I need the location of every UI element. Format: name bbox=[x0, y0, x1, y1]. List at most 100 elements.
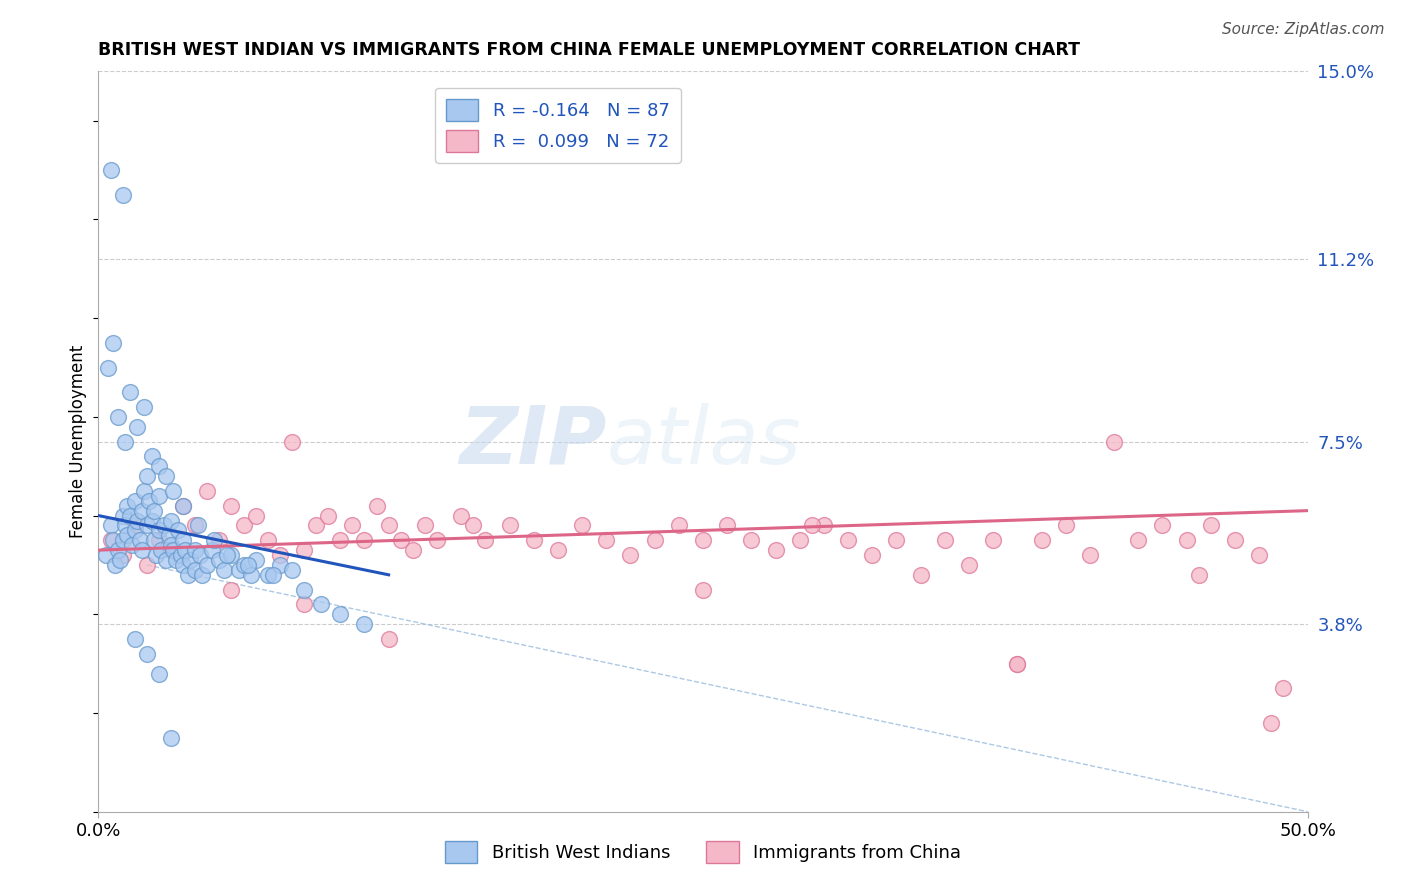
Point bbox=[547, 543, 569, 558]
Point bbox=[118, 385, 141, 400]
Point bbox=[155, 469, 177, 483]
Point bbox=[800, 518, 823, 533]
Point bbox=[114, 434, 136, 449]
Point bbox=[135, 469, 157, 483]
Point bbox=[239, 567, 262, 582]
Y-axis label: Female Unemployment: Female Unemployment bbox=[69, 345, 87, 538]
Point bbox=[1054, 518, 1077, 533]
Point bbox=[957, 558, 980, 572]
Point bbox=[162, 543, 184, 558]
Text: atlas: atlas bbox=[606, 402, 801, 481]
Point bbox=[256, 533, 278, 548]
Point bbox=[165, 553, 187, 567]
Point bbox=[292, 582, 315, 597]
Point bbox=[121, 538, 143, 552]
Point bbox=[145, 548, 167, 562]
Point bbox=[269, 548, 291, 562]
Point bbox=[148, 459, 170, 474]
Point bbox=[886, 533, 908, 548]
Point bbox=[215, 548, 238, 562]
Point bbox=[104, 558, 127, 572]
Point bbox=[124, 518, 146, 533]
Point bbox=[292, 543, 315, 558]
Point bbox=[124, 524, 146, 538]
Point bbox=[232, 518, 254, 533]
Point bbox=[1102, 434, 1125, 449]
Point bbox=[174, 543, 197, 558]
Text: Source: ZipAtlas.com: Source: ZipAtlas.com bbox=[1222, 22, 1385, 37]
Point bbox=[813, 518, 835, 533]
Point bbox=[155, 553, 177, 567]
Point bbox=[172, 533, 194, 548]
Point bbox=[498, 518, 520, 533]
Point bbox=[716, 518, 738, 533]
Point bbox=[1223, 533, 1246, 548]
Point bbox=[1128, 533, 1150, 548]
Point bbox=[221, 499, 243, 513]
Point bbox=[114, 518, 136, 533]
Point bbox=[124, 632, 146, 646]
Point bbox=[292, 598, 315, 612]
Point bbox=[523, 533, 546, 548]
Point bbox=[377, 632, 399, 646]
Point bbox=[172, 558, 194, 572]
Point bbox=[111, 187, 134, 202]
Point bbox=[1007, 657, 1029, 671]
Point bbox=[353, 617, 375, 632]
Point bbox=[107, 409, 129, 424]
Point bbox=[141, 450, 163, 464]
Point bbox=[1007, 657, 1029, 671]
Legend: British West Indians, Immigrants from China: British West Indians, Immigrants from Ch… bbox=[434, 830, 972, 874]
Point bbox=[204, 533, 226, 548]
Point bbox=[160, 538, 183, 552]
Point bbox=[143, 533, 166, 548]
Point bbox=[245, 508, 267, 523]
Point bbox=[668, 518, 690, 533]
Point bbox=[177, 567, 200, 582]
Point bbox=[94, 548, 117, 562]
Point bbox=[377, 518, 399, 533]
Point bbox=[329, 607, 352, 622]
Point bbox=[342, 518, 364, 533]
Point bbox=[97, 360, 120, 375]
Point bbox=[131, 503, 153, 517]
Point bbox=[208, 533, 231, 548]
Point bbox=[143, 503, 166, 517]
Point bbox=[644, 533, 666, 548]
Point bbox=[692, 582, 714, 597]
Point bbox=[100, 518, 122, 533]
Point bbox=[152, 518, 174, 533]
Point bbox=[150, 543, 173, 558]
Point bbox=[100, 163, 122, 178]
Point bbox=[100, 533, 122, 548]
Point bbox=[238, 558, 260, 572]
Point bbox=[281, 434, 304, 449]
Point bbox=[160, 543, 183, 558]
Point bbox=[117, 499, 139, 513]
Point bbox=[148, 533, 170, 548]
Point bbox=[256, 567, 278, 582]
Point bbox=[107, 543, 129, 558]
Point bbox=[167, 524, 190, 538]
Point bbox=[135, 647, 157, 661]
Point bbox=[172, 499, 194, 513]
Point bbox=[187, 518, 209, 533]
Point bbox=[124, 493, 146, 508]
Point bbox=[188, 548, 211, 562]
Point bbox=[135, 518, 157, 533]
Point bbox=[692, 533, 714, 548]
Point bbox=[134, 483, 156, 498]
Point bbox=[389, 533, 412, 548]
Point bbox=[111, 548, 134, 562]
Point bbox=[309, 598, 332, 612]
Legend: R = -0.164   N = 87, R =  0.099   N = 72: R = -0.164 N = 87, R = 0.099 N = 72 bbox=[436, 87, 681, 162]
Point bbox=[141, 514, 163, 528]
Point bbox=[184, 543, 207, 558]
Point bbox=[1188, 567, 1211, 582]
Point bbox=[191, 567, 214, 582]
Point bbox=[148, 524, 170, 538]
Point bbox=[910, 567, 932, 582]
Point bbox=[305, 518, 328, 533]
Point bbox=[157, 528, 180, 542]
Point bbox=[208, 553, 231, 567]
